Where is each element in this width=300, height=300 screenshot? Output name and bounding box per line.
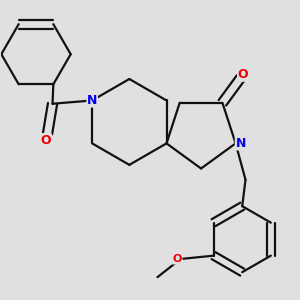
Text: N: N [87,94,97,107]
Text: N: N [236,137,246,150]
Text: O: O [40,134,51,147]
Text: O: O [172,254,182,264]
Text: O: O [238,68,248,81]
